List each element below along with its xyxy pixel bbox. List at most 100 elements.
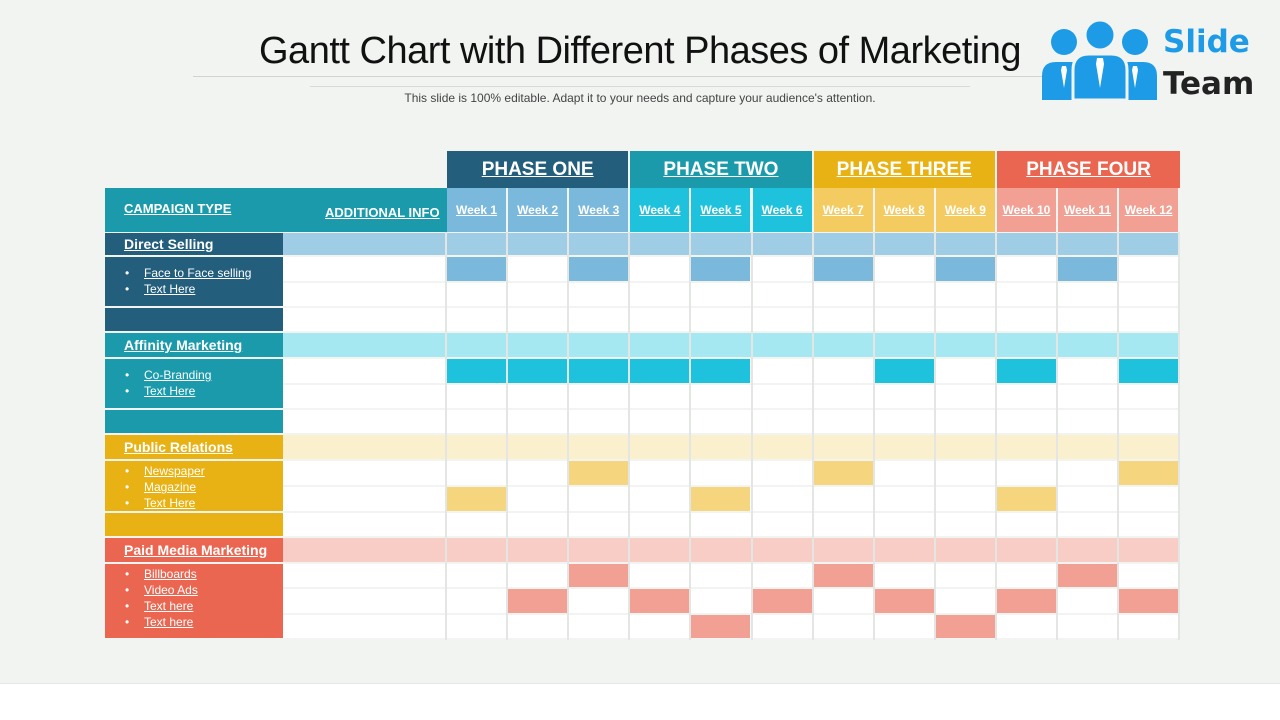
- gantt-bar: [508, 589, 568, 613]
- list-item[interactable]: Billboards: [125, 566, 283, 582]
- grid-column-line: [933, 232, 936, 641]
- grid-column-line: [1178, 232, 1181, 641]
- slide-canvas: Gantt Chart with Different Phases of Mar…: [0, 0, 1280, 684]
- logo-text-slide: Slide: [1163, 24, 1250, 60]
- list-item[interactable]: Newspaper: [125, 463, 283, 479]
- gantt-bar: [1119, 589, 1179, 613]
- week-header-12: Week 12: [1119, 188, 1179, 232]
- page-title: Gantt Chart with Different Phases of Mar…: [259, 30, 1022, 72]
- phase-header-2: PHASE TWO: [630, 151, 812, 188]
- category-spacer-3: [105, 512, 283, 536]
- gantt-bar: [935, 614, 995, 639]
- gantt-bar: [569, 359, 629, 383]
- gantt-bar: [569, 257, 629, 281]
- list-item[interactable]: Text here: [125, 614, 283, 630]
- list-item[interactable]: Text here: [125, 598, 283, 614]
- gantt-bar: [996, 359, 1056, 383]
- grid-column-line: [628, 232, 631, 641]
- grid-column-line: [567, 232, 570, 641]
- gantt-bar: [508, 359, 568, 383]
- gantt-bar: [447, 487, 507, 511]
- category-label-3: Public Relations: [105, 435, 283, 460]
- gantt-bar: [569, 461, 629, 485]
- gantt-bar: [752, 589, 812, 613]
- gantt-bar: [691, 257, 751, 281]
- category-label-4: Paid Media Marketing: [105, 537, 283, 562]
- people-icon: [1042, 18, 1157, 102]
- gantt-bar: [1058, 563, 1118, 588]
- week-header-5: Week 5: [691, 188, 751, 232]
- grid-column-line: [506, 232, 509, 641]
- phase-header-3: PHASE THREE: [813, 151, 995, 188]
- gantt-bar: [1119, 359, 1179, 383]
- week-header-11: Week 11: [1058, 188, 1118, 232]
- gantt-bar: [447, 359, 507, 383]
- gantt-bar: [447, 257, 507, 281]
- gantt-bar: [935, 257, 995, 281]
- grid-column-line: [1117, 232, 1120, 641]
- week-header-10: Week 10: [996, 188, 1056, 232]
- grid-column-line: [872, 232, 875, 641]
- slideteam-logo: [1040, 18, 1270, 102]
- week-header-7: Week 7: [813, 188, 873, 232]
- week-header-8: Week 8: [874, 188, 934, 232]
- week-header-9: Week 9: [935, 188, 995, 232]
- additional-info-header: ADDITIONAL INFO: [325, 204, 440, 220]
- category-items-3: NewspaperMagazineText Here: [105, 463, 283, 511]
- list-item[interactable]: Text Here: [125, 495, 283, 511]
- gantt-bar: [691, 614, 751, 639]
- grid-column-line: [811, 232, 814, 641]
- category-band-3: [283, 435, 1180, 460]
- phase-header-1: PHASE ONE: [447, 151, 629, 188]
- category-spacer-1: [105, 308, 283, 332]
- week-header-2: Week 2: [508, 188, 568, 232]
- category-items-4: BillboardsVideo AdsText hereText here: [105, 566, 283, 630]
- list-item[interactable]: Text Here: [125, 281, 283, 297]
- grid-column-line: [994, 232, 997, 641]
- grid-row: [283, 282, 1180, 307]
- grid-column-line: [445, 232, 447, 641]
- category-label-2: Affinity Marketing: [105, 333, 283, 358]
- gantt-bar: [813, 461, 873, 485]
- gantt-bar: [691, 359, 751, 383]
- list-item[interactable]: Magazine: [125, 479, 283, 495]
- week-header-6: Week 6: [752, 188, 812, 232]
- grid-row: [283, 410, 1180, 434]
- page-subtitle: This slide is 100% editable. Adapt it to…: [404, 91, 876, 105]
- category-label-1: Direct Selling: [105, 233, 283, 255]
- gantt-bar: [569, 563, 629, 588]
- gantt-bar: [996, 589, 1056, 613]
- grid-column-line: [1056, 232, 1058, 641]
- grid-row: [283, 308, 1180, 332]
- gantt-bar: [996, 487, 1056, 511]
- grid-row: [283, 512, 1180, 536]
- list-item[interactable]: Co-Branding: [125, 367, 283, 383]
- category-spacer-2: [105, 410, 283, 434]
- week-header-1: Week 1: [447, 188, 507, 232]
- gantt-bar: [874, 359, 934, 383]
- list-item[interactable]: Face to Face selling: [125, 265, 283, 281]
- category-items-2: Co-BrandingText Here: [105, 367, 283, 399]
- logo-text-team: Team: [1163, 66, 1255, 102]
- subtitle-divider: [310, 86, 970, 87]
- gantt-bar: [1119, 461, 1179, 485]
- list-item[interactable]: Video Ads: [125, 582, 283, 598]
- category-items-1: Face to Face sellingText Here: [105, 265, 283, 297]
- gantt-bar: [630, 359, 690, 383]
- header-row-bg: [105, 188, 447, 232]
- grid-column-line: [689, 232, 692, 641]
- category-band-1: [283, 233, 1180, 255]
- gantt-bar: [874, 589, 934, 613]
- gantt-bar: [630, 589, 690, 613]
- gantt-bar: [691, 487, 751, 511]
- week-header-3: Week 3: [569, 188, 629, 232]
- grid-row: [283, 461, 1180, 485]
- title-divider: [193, 76, 1048, 77]
- grid-row: [283, 384, 1180, 409]
- category-band-2: [283, 333, 1180, 358]
- gantt-bar: [813, 257, 873, 281]
- week-header-4: Week 4: [630, 188, 690, 232]
- phase-header-4: PHASE FOUR: [996, 151, 1181, 188]
- list-item[interactable]: Text Here: [125, 383, 283, 399]
- campaign-type-header: CAMPAIGN TYPE: [124, 200, 232, 216]
